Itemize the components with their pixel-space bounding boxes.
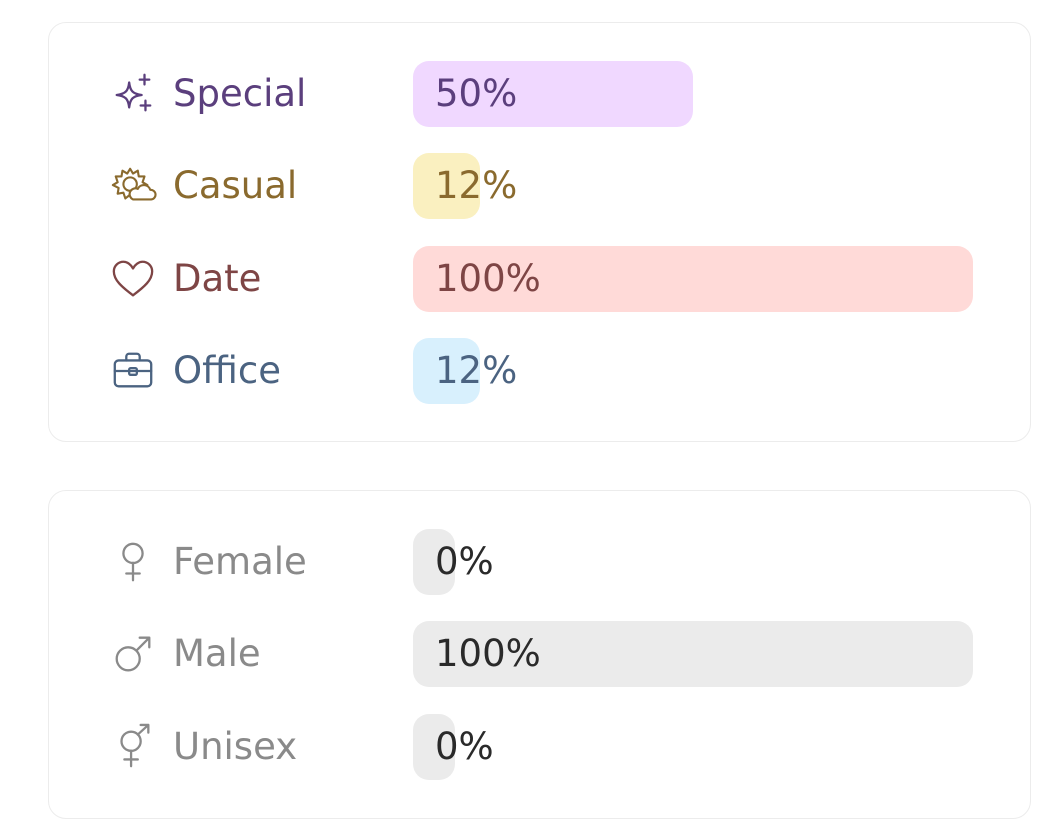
- male-symbol-icon: [109, 634, 157, 674]
- sparkles-icon: [109, 73, 157, 114]
- occasion-bar-track: 100%: [413, 246, 973, 312]
- occasion-row-date: Date 100%: [49, 246, 1030, 312]
- occasion-label: Casual: [173, 164, 298, 207]
- female-symbol-icon: [109, 542, 157, 582]
- sun-cloud-icon: [109, 166, 157, 206]
- occasion-row-office: Office 12%: [49, 338, 1030, 404]
- occasion-percent: 50%: [435, 72, 518, 115]
- occasion-row-special: Special 50%: [49, 61, 1030, 127]
- occasion-bar-fill: [413, 246, 973, 312]
- gender-percent: 100%: [435, 632, 541, 675]
- gender-percent: 0%: [435, 540, 494, 583]
- gender-bar-fill: [413, 714, 455, 780]
- briefcase-icon: [109, 351, 157, 391]
- occasion-bar-track: 12%: [413, 338, 973, 404]
- occasion-percent: 12%: [435, 164, 518, 207]
- occasion-percent: 100%: [435, 257, 541, 300]
- gender-bar-track: 0%: [413, 529, 973, 595]
- unisex-symbol-icon: [109, 723, 157, 768]
- gender-card: Female 0% Male 100% Unisex: [48, 490, 1031, 819]
- occasion-percent: 12%: [435, 349, 518, 392]
- gender-bar-fill: [413, 529, 455, 595]
- gender-row-unisex: Unisex 0%: [49, 714, 1030, 780]
- occasion-bar-track: 12%: [413, 153, 973, 219]
- occasion-bar-fill: [413, 61, 693, 127]
- heart-icon: [109, 259, 157, 299]
- gender-row-male: Male 100%: [49, 621, 1030, 687]
- gender-percent: 0%: [435, 725, 494, 768]
- occasion-bar-fill: [413, 338, 480, 404]
- occasion-bar-track: 50%: [413, 61, 973, 127]
- occasion-label: Office: [173, 349, 282, 392]
- occasion-label: Special: [173, 72, 307, 115]
- occasion-label: Date: [173, 257, 262, 300]
- gender-row-female: Female 0%: [49, 529, 1030, 595]
- gender-bar-track: 0%: [413, 714, 973, 780]
- gender-label: Female: [173, 540, 307, 583]
- occasion-bar-fill: [413, 153, 480, 219]
- gender-bar-fill: [413, 621, 973, 687]
- gender-bar-track: 100%: [413, 621, 973, 687]
- occasion-card: Special 50% Casual 12% Date: [48, 22, 1031, 442]
- occasion-row-casual: Casual 12%: [49, 153, 1030, 219]
- gender-label: Male: [173, 632, 261, 675]
- gender-label: Unisex: [173, 725, 298, 768]
